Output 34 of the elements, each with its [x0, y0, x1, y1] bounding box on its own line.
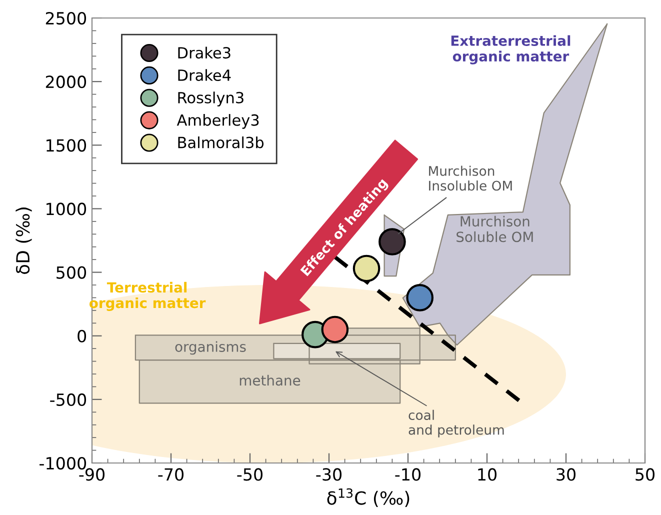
legend-label: Drake3 — [178, 46, 230, 59]
x-tick-label: 30 — [556, 468, 576, 481]
point — [352, 254, 380, 282]
series-label: organisms — [175, 341, 246, 355]
x-tick-label: -50 — [237, 468, 263, 481]
x-tick-label: 50 — [636, 468, 654, 481]
y-tick-label: 2000 — [46, 76, 86, 88]
annotation: coal and petroleum — [408, 410, 504, 438]
legend-label: Balmoral3b — [178, 136, 264, 148]
x-axis-title: δ$^{13}$C (‰) — [327, 488, 410, 507]
legend-label: Rosslyn3 — [178, 92, 244, 106]
x-tick-label: -10 — [395, 468, 421, 481]
y-tick-label: 2500 — [46, 12, 86, 25]
point — [378, 228, 406, 256]
y-tick-label: 0 — [78, 330, 86, 342]
y-tick-label: -500 — [50, 393, 86, 406]
annotation: Murchison Insoluble OM — [429, 166, 512, 191]
legend-label: Amberley3 — [176, 114, 259, 129]
annotation: Terrestrial organic matter — [89, 282, 206, 311]
x-tick-label: -70 — [158, 468, 184, 481]
legend-label: Drake4 — [178, 69, 231, 82]
point — [406, 284, 434, 312]
y-tick-label: -1000 — [40, 456, 86, 470]
annotation: Extraterrestrial organic matter — [451, 35, 570, 64]
y-tick-label: 500 — [56, 266, 86, 279]
y-tick-label: 1000 — [46, 202, 86, 216]
x-tick-label: -90 — [79, 468, 105, 481]
point — [321, 316, 349, 344]
y-axis-title: δD (‰) — [16, 208, 32, 274]
series-label: methane — [240, 374, 300, 386]
x-tick-label: 10 — [478, 468, 496, 481]
x-tick-label: -30 — [316, 468, 342, 481]
y-tick-label: 1500 — [46, 139, 86, 152]
series-label: Murchison Soluble OM — [456, 216, 533, 242]
